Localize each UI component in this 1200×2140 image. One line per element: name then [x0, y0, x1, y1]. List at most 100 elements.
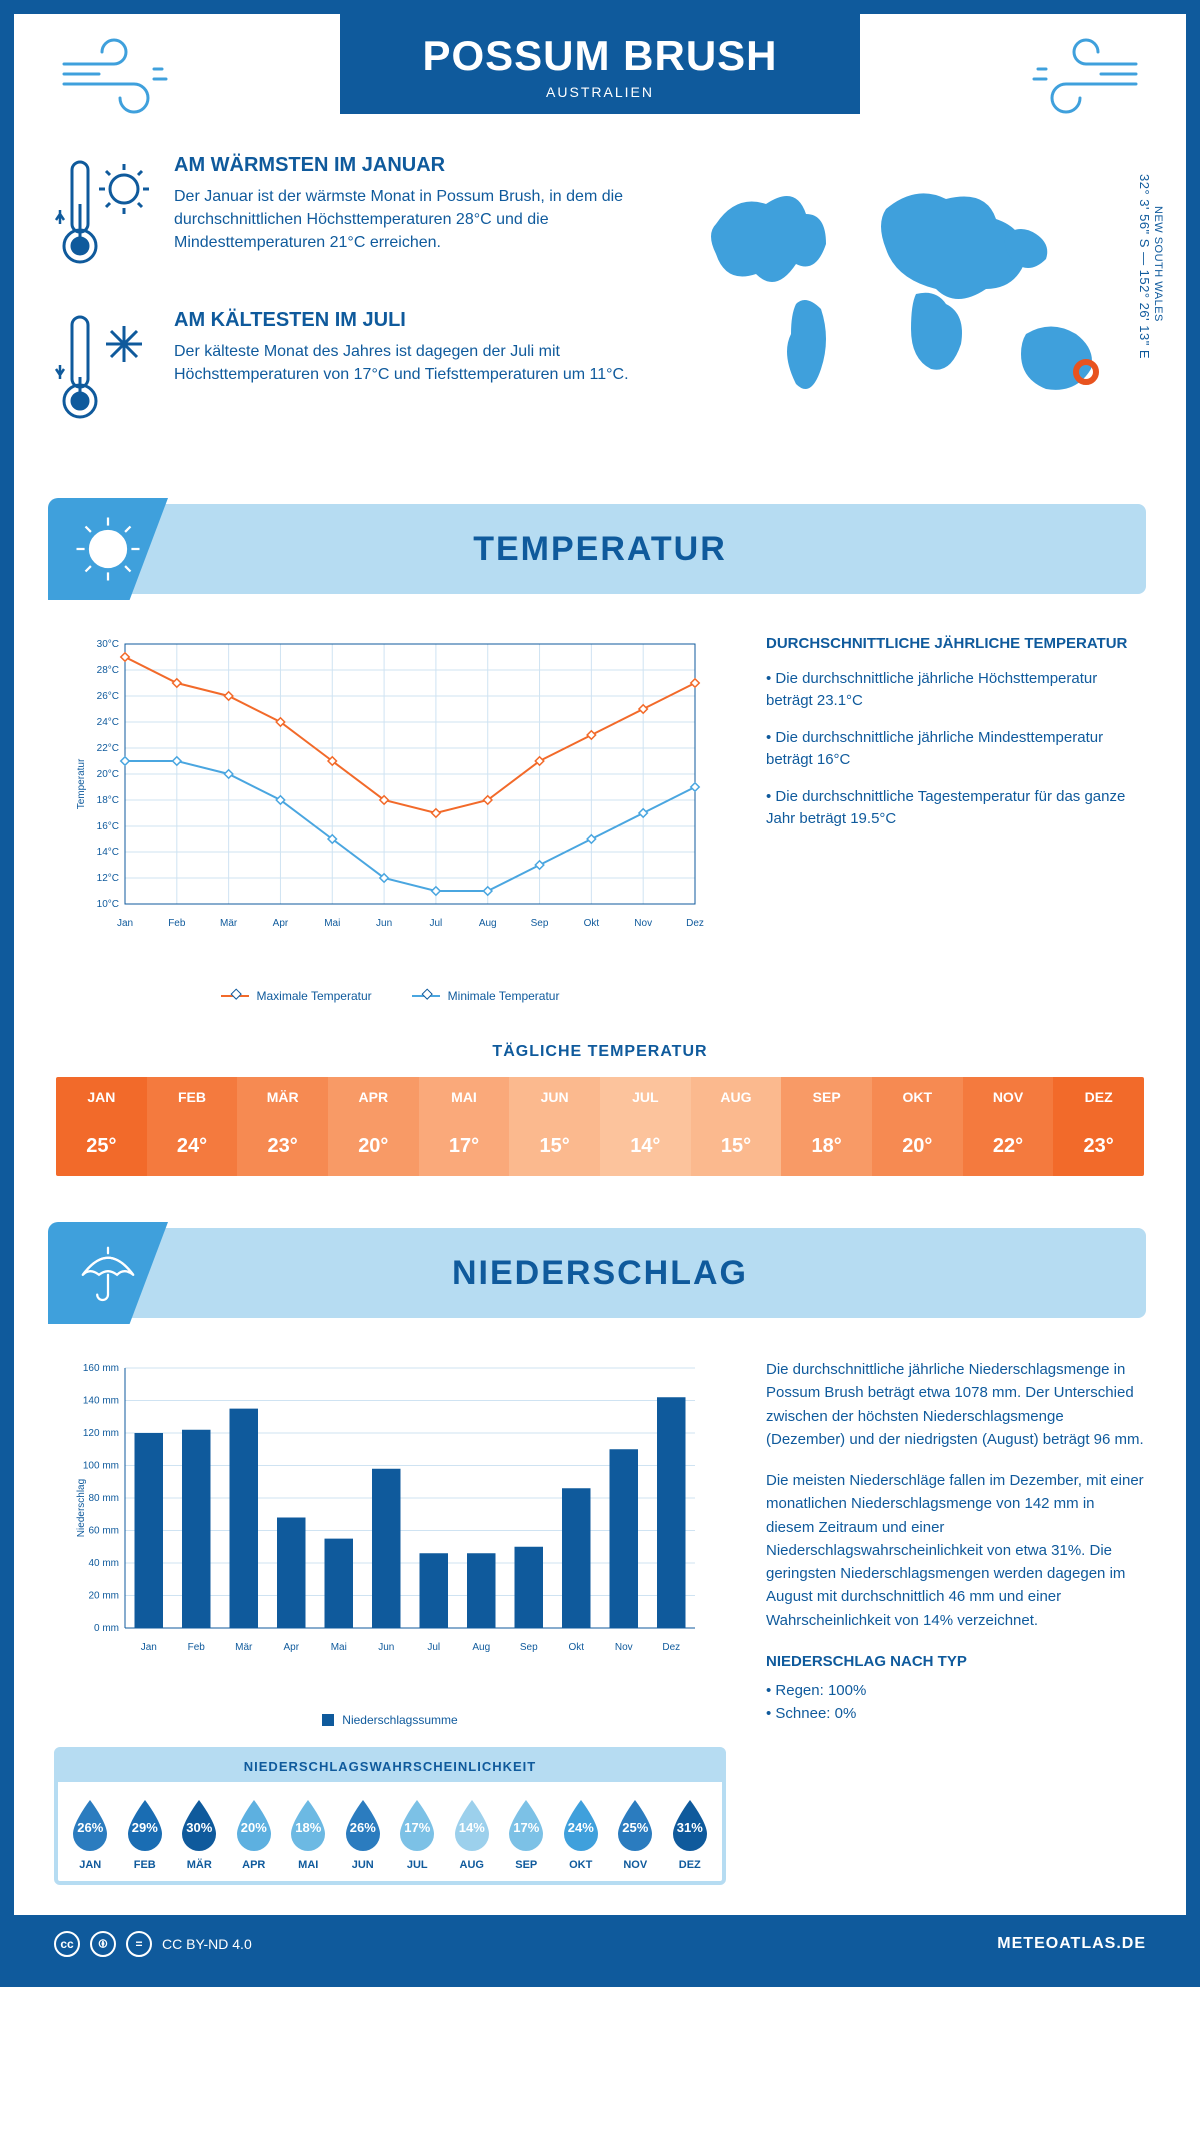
- warmest-body: Der Januar ist der wärmste Monat in Poss…: [174, 185, 656, 255]
- precip-section-header: NIEDERSCHLAG: [54, 1228, 1146, 1318]
- svg-text:18°C: 18°C: [97, 795, 119, 806]
- daily-val: 15°: [509, 1117, 600, 1176]
- license: cc 🅯 = CC BY-ND 4.0: [54, 1931, 252, 1957]
- drop-pct: 26%: [339, 1820, 388, 1835]
- svg-text:Temperatur: Temperatur: [76, 758, 87, 809]
- svg-text:Jul: Jul: [427, 1642, 440, 1653]
- drop-month: AUG: [448, 1859, 497, 1871]
- daily-hdr: MÄR: [237, 1077, 328, 1117]
- svg-text:Jan: Jan: [117, 918, 133, 929]
- legend-max: Maximale Temperatur: [221, 989, 372, 1003]
- svg-text:Mai: Mai: [331, 1642, 347, 1653]
- sun-icon: [48, 498, 168, 600]
- probability-drop: 31% DEZ: [666, 1796, 715, 1871]
- svg-text:Nov: Nov: [634, 918, 652, 929]
- license-text: CC BY-ND 4.0: [162, 1936, 252, 1952]
- precip-type-heading: NIEDERSCHLAG NACH TYP: [766, 1650, 1146, 1673]
- daily-val: 15°: [691, 1117, 782, 1176]
- daily-temp-title: TÄGLICHE TEMPERATUR: [54, 1043, 1146, 1061]
- coldest-fact: AM KÄLTESTEN IM JULI Der kälteste Monat …: [54, 309, 656, 434]
- probability-drop: 20% APR: [230, 1796, 279, 1871]
- svg-text:40 mm: 40 mm: [88, 1558, 119, 1569]
- svg-text:14°C: 14°C: [97, 847, 119, 858]
- warmest-title: AM WÄRMSTEN IM JANUAR: [174, 154, 656, 177]
- probability-title: NIEDERSCHLAGSWAHRSCHEINLICHKEIT: [58, 1751, 722, 1782]
- daily-hdr: SEP: [781, 1077, 872, 1117]
- daily-val: 22°: [963, 1117, 1054, 1176]
- svg-text:120 mm: 120 mm: [83, 1428, 119, 1439]
- wind-icon-left: [54, 14, 194, 114]
- svg-text:Mai: Mai: [324, 918, 340, 929]
- drop-month: NOV: [611, 1859, 660, 1871]
- drop-pct: 17%: [502, 1820, 551, 1835]
- page-title: POSSUM BRUSH: [400, 32, 800, 80]
- probability-drop: 29% FEB: [121, 1796, 170, 1871]
- region-label: NEW SOUTH WALES: [1152, 174, 1164, 353]
- daily-val: 23°: [237, 1117, 328, 1176]
- drop-month: MAI: [284, 1859, 333, 1871]
- daily-val: 23°: [1053, 1117, 1144, 1176]
- svg-text:Aug: Aug: [472, 1642, 490, 1653]
- svg-text:Feb: Feb: [188, 1642, 206, 1653]
- daily-val: 20°: [328, 1117, 419, 1176]
- probability-drop: 17% JUL: [393, 1796, 442, 1871]
- svg-text:30°C: 30°C: [97, 639, 119, 650]
- svg-text:Okt: Okt: [568, 1642, 584, 1653]
- drop-pct: 31%: [666, 1820, 715, 1835]
- svg-text:160 mm: 160 mm: [83, 1363, 119, 1374]
- title-banner: POSSUM BRUSH AUSTRALIEN: [340, 14, 860, 114]
- temp-legend: Maximale Temperatur Minimale Temperatur: [54, 989, 726, 1003]
- probability-drop: 24% OKT: [557, 1796, 606, 1871]
- temperature-section-header: TEMPERATUR: [54, 504, 1146, 594]
- drop-pct: 17%: [393, 1820, 442, 1835]
- drop-pct: 14%: [448, 1820, 497, 1835]
- precip-type1: • Regen: 100%: [766, 1679, 1146, 1702]
- svg-text:Apr: Apr: [283, 1642, 299, 1653]
- world-map: NEW SOUTH WALES 32° 3' 56" S — 152° 26' …: [686, 154, 1146, 464]
- drop-pct: 20%: [230, 1820, 279, 1835]
- temperature-heading: TEMPERATUR: [473, 530, 727, 569]
- coldest-body: Der kälteste Monat des Jahres ist dagege…: [174, 340, 656, 386]
- thermometer-snow-icon: [54, 309, 154, 434]
- daily-hdr: MAI: [419, 1077, 510, 1117]
- svg-text:24°C: 24°C: [97, 717, 119, 728]
- svg-text:Mär: Mär: [220, 918, 238, 929]
- svg-text:Niederschlag: Niederschlag: [76, 1479, 87, 1537]
- daily-hdr: APR: [328, 1077, 419, 1117]
- precip-type2: • Schnee: 0%: [766, 1702, 1146, 1725]
- svg-text:Jun: Jun: [378, 1642, 394, 1653]
- daily-val: 14°: [600, 1117, 691, 1176]
- drop-pct: 18%: [284, 1820, 333, 1835]
- svg-text:100 mm: 100 mm: [83, 1461, 119, 1472]
- svg-text:22°C: 22°C: [97, 743, 119, 754]
- drop-month: JAN: [66, 1859, 115, 1871]
- daily-val: 25°: [56, 1117, 147, 1176]
- svg-text:12°C: 12°C: [97, 873, 119, 884]
- probability-grid: 26% JAN 29% FEB 30% MÄR 20% APR 18% MAI …: [58, 1782, 722, 1881]
- legend-precip: Niederschlagssumme: [322, 1713, 457, 1727]
- svg-text:Jul: Jul: [430, 918, 443, 929]
- temp-info-p1: • Die durchschnittliche jährliche Höchst…: [766, 668, 1146, 713]
- precip-bar-chart: 0 mm20 mm40 mm60 mm80 mm100 mm120 mm140 …: [54, 1358, 726, 1885]
- coordinates: NEW SOUTH WALES 32° 3' 56" S — 152° 26' …: [1137, 174, 1164, 359]
- probability-drop: 25% NOV: [611, 1796, 660, 1871]
- svg-text:Jun: Jun: [376, 918, 392, 929]
- thermometer-sun-icon: [54, 154, 154, 279]
- probability-drop: 26% JAN: [66, 1796, 115, 1871]
- svg-text:28°C: 28°C: [97, 665, 119, 676]
- drop-month: APR: [230, 1859, 279, 1871]
- drop-month: JUN: [339, 1859, 388, 1871]
- nd-icon: =: [126, 1931, 152, 1957]
- probability-box: NIEDERSCHLAGSWAHRSCHEINLICHKEIT 26% JAN …: [54, 1747, 726, 1885]
- drop-month: DEZ: [666, 1859, 715, 1871]
- daily-hdr: AUG: [691, 1077, 782, 1117]
- svg-text:Sep: Sep: [520, 1642, 538, 1653]
- facts-column: AM WÄRMSTEN IM JANUAR Der Januar ist der…: [54, 154, 656, 464]
- svg-text:80 mm: 80 mm: [88, 1493, 119, 1504]
- probability-drop: 18% MAI: [284, 1796, 333, 1871]
- drop-month: MÄR: [175, 1859, 224, 1871]
- temp-info-heading: DURCHSCHNITTLICHE JÄHRLICHE TEMPERATUR: [766, 634, 1146, 654]
- drop-month: JUL: [393, 1859, 442, 1871]
- svg-text:Sep: Sep: [531, 918, 549, 929]
- daily-hdr: DEZ: [1053, 1077, 1144, 1117]
